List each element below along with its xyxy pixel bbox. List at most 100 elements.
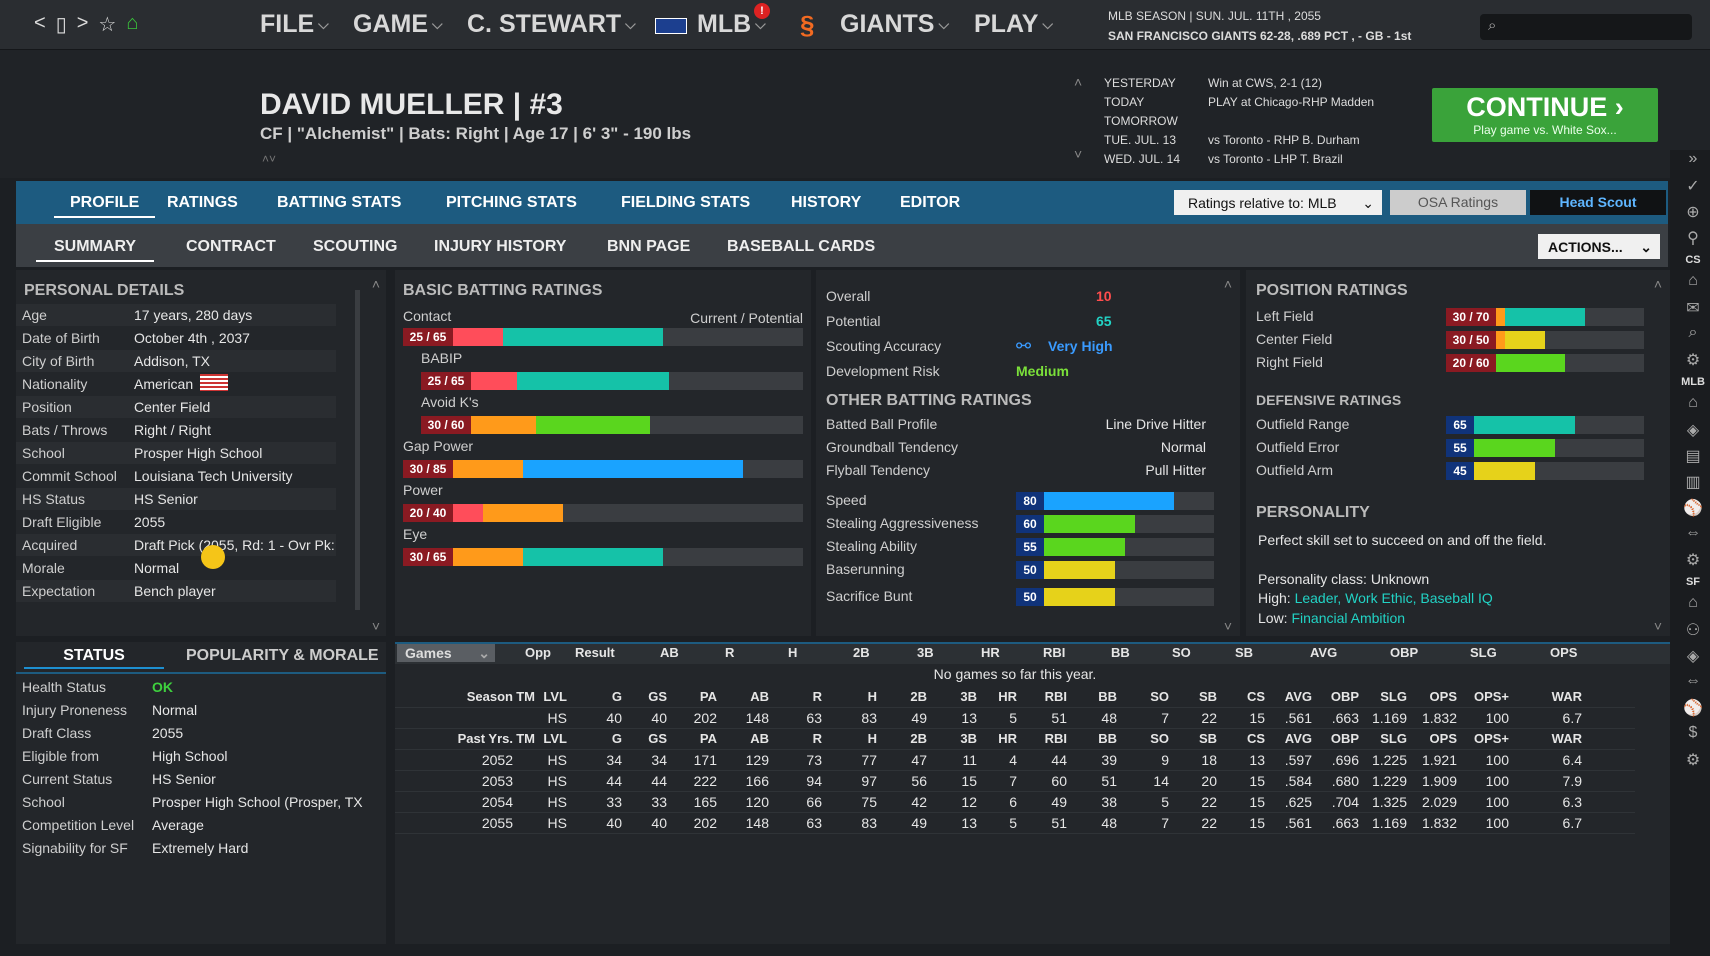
forward-icon[interactable]: > (76, 12, 89, 34)
home-icon[interactable]: ⌂ (1688, 272, 1698, 289)
scroll-down-icon[interactable]: ˅ (1653, 618, 1662, 634)
past-column-header[interactable]: SO (1150, 731, 1169, 746)
tab-history[interactable]: HISTORY (791, 194, 862, 211)
past-column-header[interactable]: LVL (543, 731, 567, 746)
scrollbar[interactable] (355, 290, 360, 610)
season-column-header[interactable]: SO (1150, 689, 1169, 704)
gear-icon[interactable]: ⚙ (1685, 352, 1701, 369)
past-column-header[interactable]: AVG (1284, 731, 1312, 746)
tab-pitching-stats[interactable]: PITCHING STATS (446, 194, 577, 211)
past-column-header[interactable]: OPS (1429, 731, 1457, 746)
tab-fielding-stats[interactable]: FIELDING STATS (621, 194, 751, 211)
past-column-header[interactable]: TM (516, 731, 535, 746)
chart-icon[interactable]: ▥ (1685, 474, 1701, 491)
past-column-header[interactable]: PA (699, 731, 717, 746)
games-column-header[interactable]: AB (660, 645, 679, 660)
ball-icon[interactable]: ⚾ (1683, 700, 1703, 717)
games-column-header[interactable]: OPS (1550, 645, 1578, 660)
star-icon[interactable]: ☆ (98, 14, 117, 36)
season-column-header[interactable]: Season (466, 689, 513, 704)
home-icon[interactable]: ⌂ (1688, 594, 1698, 611)
past-column-header[interactable]: CS (1246, 731, 1265, 746)
tab-popularity-morale[interactable]: POPULARITY & MORALE (186, 647, 379, 664)
tab-profile[interactable]: PROFILE (54, 194, 156, 218)
season-column-header[interactable]: SLG (1380, 689, 1407, 704)
scroll-up-icon[interactable]: ˄ (1223, 276, 1232, 292)
games-column-header[interactable]: HR (981, 645, 1000, 660)
past-column-header[interactable]: AB (750, 731, 769, 746)
tab-baseball-cards[interactable]: BASEBALL CARDS (727, 238, 876, 255)
schedule-up-icon[interactable]: ˄ (1074, 74, 1083, 90)
menu-manager[interactable]: C. STEWART ⌵ (467, 10, 636, 38)
past-column-header[interactable]: RBI (1044, 731, 1067, 746)
season-column-header[interactable]: H (867, 689, 877, 704)
games-column-header[interactable]: H (788, 645, 798, 660)
expand-icon[interactable]: » (1688, 150, 1698, 167)
globe-icon[interactable]: ⊕ (1686, 204, 1700, 221)
season-column-header[interactable]: GS (648, 689, 667, 704)
games-column-header[interactable]: 3B (917, 645, 934, 660)
gear-icon[interactable]: ⚙ (1685, 552, 1701, 569)
games-column-header[interactable]: BB (1111, 645, 1130, 660)
people-icon[interactable]: ⚇ (1685, 622, 1701, 639)
games-select[interactable]: Games ⌄ (397, 644, 495, 662)
season-column-header[interactable]: OPS+ (1473, 689, 1509, 704)
menu-giants[interactable]: GIANTS ⌵ (840, 10, 950, 38)
check-icon[interactable]: ✓ (1686, 178, 1700, 195)
badge-icon[interactable]: ◈ (1686, 422, 1700, 439)
past-column-header[interactable]: HR (998, 731, 1017, 746)
past-column-header[interactable]: SB (1198, 731, 1217, 746)
tab-status[interactable]: STATUS (24, 647, 164, 669)
season-column-header[interactable]: 2B (910, 689, 927, 704)
gear-icon[interactable]: ⚙ (1685, 752, 1701, 769)
player-scroll-icon[interactable]: ˄˅ (262, 152, 277, 166)
season-column-header[interactable]: G (611, 689, 622, 704)
home-icon[interactable]: ⌂ (1688, 394, 1698, 411)
ratings-relative-select[interactable]: Ratings relative to: MLB ⌄ (1174, 190, 1382, 215)
season-column-header[interactable]: SB (1198, 689, 1217, 704)
tab-bnn-page[interactable]: BNN PAGE (607, 238, 691, 255)
past-column-header[interactable]: BB (1098, 731, 1117, 746)
tab-editor[interactable]: EDITOR (900, 194, 961, 211)
tab-ratings[interactable]: RATINGS (167, 194, 238, 211)
season-column-header[interactable]: LVL (543, 689, 567, 704)
games-column-header[interactable]: OBP (1390, 645, 1419, 660)
ball-icon[interactable]: ⚾ (1683, 500, 1703, 517)
season-column-header[interactable]: CS (1246, 689, 1265, 704)
news-icon[interactable]: ▤ (1685, 448, 1701, 465)
season-column-header[interactable]: WAR (1551, 689, 1582, 704)
season-column-header[interactable]: 3B (960, 689, 977, 704)
past-column-header[interactable]: GS (648, 731, 667, 746)
menu-file[interactable]: FILE ⌵ (260, 10, 329, 38)
past-column-header[interactable]: 2B (910, 731, 927, 746)
season-column-header[interactable]: R (812, 689, 822, 704)
season-column-header[interactable]: PA (699, 689, 717, 704)
past-column-header[interactable]: WAR (1551, 731, 1582, 746)
tab-batting-stats[interactable]: BATTING STATS (277, 194, 402, 211)
past-column-header[interactable]: G (611, 731, 622, 746)
home-icon[interactable]: ⌂ (126, 12, 139, 34)
games-column-header[interactable]: SB (1235, 645, 1254, 660)
menu-play[interactable]: PLAY ⌵ (974, 10, 1054, 38)
past-column-header[interactable]: OBP (1330, 731, 1359, 746)
window-icon[interactable]: ▯ (55, 14, 67, 36)
transfer-icon[interactable]: ⇔ (1685, 672, 1701, 689)
season-column-header[interactable]: OPS (1429, 689, 1457, 704)
scroll-up-icon[interactable]: ˄ (1653, 276, 1662, 292)
season-column-header[interactable]: HR (998, 689, 1017, 704)
season-column-header[interactable]: BB (1098, 689, 1117, 704)
back-icon[interactable]: < (34, 12, 46, 34)
season-column-header[interactable]: OBP (1330, 689, 1359, 704)
games-column-header[interactable]: 2B (853, 645, 870, 660)
games-column-header[interactable]: Result (575, 645, 615, 660)
tab-scouting[interactable]: SCOUTING (313, 238, 398, 255)
season-column-header[interactable]: RBI (1044, 689, 1067, 704)
search-icon[interactable]: ⌕ (1688, 324, 1698, 341)
tab-injury-history[interactable]: INJURY HISTORY (434, 238, 567, 255)
mail-icon[interactable]: ✉ (1686, 300, 1700, 317)
menu-mlb[interactable]: MLB ⌵ (697, 10, 766, 38)
games-column-header[interactable]: SO (1172, 645, 1191, 660)
past-column-header[interactable]: 3B (960, 731, 977, 746)
menu-game[interactable]: GAME ⌵ (353, 10, 443, 38)
season-column-header[interactable]: TM (516, 689, 535, 704)
